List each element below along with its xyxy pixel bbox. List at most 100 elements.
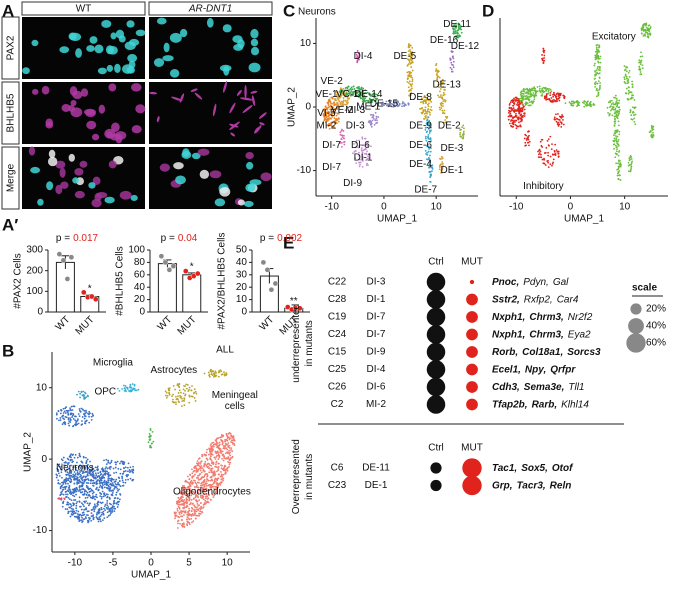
cell-point bbox=[100, 515, 102, 517]
cell-point bbox=[512, 99, 514, 101]
cell-point bbox=[87, 458, 89, 460]
cell-point bbox=[61, 491, 63, 493]
cell-point bbox=[219, 371, 221, 373]
cell-point bbox=[118, 477, 120, 479]
cell-point bbox=[80, 408, 82, 410]
cell-point bbox=[226, 444, 228, 446]
x-axis-label: UMAP_1 bbox=[131, 570, 171, 581]
cell-point bbox=[120, 494, 122, 496]
cell-point bbox=[215, 375, 217, 377]
cluster-id: C15 bbox=[328, 347, 347, 358]
cell-point bbox=[429, 132, 431, 134]
panel-title: Neurons bbox=[298, 7, 336, 18]
cell-point bbox=[101, 496, 103, 498]
cell-point bbox=[528, 130, 530, 132]
cell-point bbox=[104, 505, 106, 507]
cell-point bbox=[525, 144, 527, 146]
cell-point bbox=[439, 90, 441, 92]
cell-point bbox=[617, 143, 619, 145]
cell-point bbox=[212, 445, 214, 447]
p-value: p =0.04 bbox=[161, 233, 198, 244]
cell-point bbox=[108, 515, 110, 517]
cell-point bbox=[443, 110, 445, 112]
cell-point bbox=[550, 97, 552, 99]
x-tick-label: 10 bbox=[431, 202, 443, 213]
cell-point bbox=[524, 90, 526, 92]
cell-point bbox=[552, 153, 554, 155]
cell-point bbox=[230, 457, 232, 459]
cell bbox=[210, 170, 222, 178]
mut-dot bbox=[466, 311, 478, 323]
cell-point bbox=[463, 133, 465, 135]
cell-point bbox=[98, 489, 100, 491]
cell-point bbox=[629, 156, 631, 158]
cell-point bbox=[411, 81, 413, 83]
cell-point bbox=[599, 72, 601, 74]
cell-point bbox=[607, 112, 609, 114]
y-tick-label: 80 bbox=[134, 257, 146, 268]
cell-point bbox=[526, 139, 528, 141]
cell-point bbox=[75, 507, 77, 509]
cell-point bbox=[634, 99, 636, 101]
cell-point bbox=[194, 512, 196, 514]
cell-point bbox=[93, 518, 95, 520]
cell-point bbox=[627, 82, 629, 84]
cell-point bbox=[173, 385, 175, 387]
cell-point bbox=[110, 461, 112, 463]
cell-point bbox=[113, 510, 115, 512]
cell-point bbox=[106, 516, 108, 518]
cell-point bbox=[458, 36, 460, 38]
cell-point bbox=[81, 420, 83, 422]
cell-point bbox=[58, 419, 60, 421]
cell-point bbox=[67, 494, 69, 496]
cell-point bbox=[181, 519, 183, 521]
cluster-label: DI-3 bbox=[346, 121, 365, 132]
cell-point bbox=[371, 126, 373, 128]
cell-point bbox=[177, 522, 179, 524]
column-header: AR-DNT1 bbox=[188, 4, 232, 15]
cell-point bbox=[83, 456, 85, 458]
cell-point bbox=[533, 87, 535, 89]
cell-point bbox=[68, 410, 70, 412]
cell-point bbox=[618, 150, 620, 152]
cell-point bbox=[643, 33, 645, 35]
cell-point bbox=[86, 486, 88, 488]
cell-point bbox=[103, 459, 105, 461]
cell-point bbox=[462, 125, 464, 127]
cell-point bbox=[177, 516, 179, 518]
cell-point bbox=[83, 501, 85, 503]
cell bbox=[261, 172, 272, 181]
cell-point bbox=[620, 164, 622, 166]
cell-point bbox=[77, 480, 79, 482]
cell-point bbox=[541, 89, 543, 91]
cell-point bbox=[119, 463, 121, 465]
x-tick-label: WT bbox=[54, 314, 73, 333]
cell-point bbox=[221, 476, 223, 478]
cell-point bbox=[207, 475, 209, 477]
cell-point bbox=[547, 160, 549, 162]
cell-point bbox=[615, 135, 617, 137]
x-axis-label: UMAP_1 bbox=[564, 214, 604, 225]
cell-point bbox=[75, 494, 77, 496]
cell-point bbox=[203, 480, 205, 482]
mut-dot bbox=[466, 329, 478, 341]
cell-point bbox=[69, 492, 71, 494]
cell-point bbox=[68, 420, 70, 422]
cell-point bbox=[76, 483, 78, 485]
cell-point bbox=[599, 86, 601, 88]
y-tick-label: 20 bbox=[134, 294, 146, 305]
cell-point bbox=[62, 481, 64, 483]
cell-point bbox=[442, 94, 444, 96]
cell-point bbox=[132, 470, 134, 472]
cell-point bbox=[583, 106, 585, 108]
gene: Reln bbox=[550, 480, 572, 491]
cell-point bbox=[64, 481, 66, 483]
cell-point bbox=[594, 82, 596, 84]
cell-point bbox=[85, 415, 87, 417]
cell-point bbox=[199, 473, 201, 475]
cell-point bbox=[108, 485, 110, 487]
cell-point bbox=[113, 508, 115, 510]
cell-point bbox=[185, 512, 187, 514]
cell-point bbox=[234, 440, 236, 442]
cell-point bbox=[184, 390, 186, 392]
